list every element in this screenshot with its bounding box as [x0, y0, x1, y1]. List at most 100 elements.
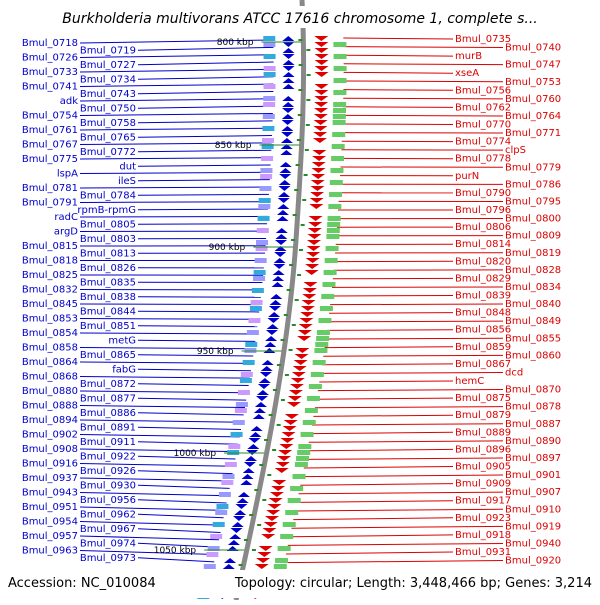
right-gene-label[interactable]: Bmul_0910 — [505, 504, 561, 515]
left-gene-label[interactable]: Bmul_0815 — [22, 241, 78, 252]
left-gene-label[interactable]: Bmul_0718 — [22, 38, 78, 49]
left-gene-label[interactable]: metG — [108, 335, 136, 346]
right-gene-label[interactable]: Bmul_0878 — [505, 402, 561, 413]
right-gene-label[interactable]: Bmul_0890 — [505, 436, 561, 447]
left-gene-label[interactable]: Bmul_0868 — [22, 372, 78, 383]
left-gene-label[interactable]: Bmul_0894 — [22, 415, 78, 426]
left-gene-label[interactable]: rpmB-rpmG — [77, 205, 136, 216]
left-gene-label[interactable]: Bmul_0922 — [80, 451, 136, 462]
right-gene-label[interactable]: Bmul_0870 — [505, 385, 561, 396]
left-gene-label[interactable]: Bmul_0962 — [80, 509, 136, 520]
right-gene-label[interactable]: Bmul_0796 — [455, 205, 511, 216]
right-gene-label[interactable]: Bmul_0814 — [455, 239, 511, 250]
left-gene-label[interactable]: Bmul_0845 — [22, 299, 78, 310]
right-gene-label[interactable]: Bmul_0762 — [455, 102, 511, 113]
right-gene-label[interactable]: Bmul_0779 — [505, 162, 561, 173]
left-gene-label[interactable]: Bmul_0775 — [22, 154, 78, 165]
right-gene-label[interactable]: Bmul_0901 — [505, 470, 561, 481]
left-gene-label[interactable]: Bmul_0825 — [22, 270, 78, 281]
right-gene-label[interactable]: Bmul_0806 — [455, 222, 511, 233]
right-gene-label[interactable]: Bmul_0778 — [455, 154, 511, 165]
left-gene-label[interactable]: Bmul_0791 — [22, 198, 78, 209]
left-gene-label[interactable]: Bmul_0741 — [22, 82, 78, 93]
right-gene-label[interactable]: Bmul_0875 — [455, 393, 511, 404]
right-gene-label[interactable]: Bmul_0770 — [455, 120, 511, 131]
left-gene-label[interactable]: Bmul_0967 — [80, 524, 136, 535]
left-gene-label[interactable]: Bmul_0844 — [80, 306, 136, 317]
left-gene-label[interactable]: Bmul_0832 — [22, 285, 78, 296]
right-gene-label[interactable]: Bmul_0923 — [455, 513, 511, 524]
right-gene-label[interactable]: Bmul_0940 — [505, 538, 561, 549]
right-gene-label[interactable]: Bmul_0828 — [505, 265, 561, 276]
left-gene-label[interactable]: Bmul_0761 — [22, 125, 78, 136]
left-gene-label[interactable]: Bmul_0803 — [80, 234, 136, 245]
left-gene-label[interactable]: Bmul_0835 — [80, 277, 136, 288]
right-gene-label[interactable]: purN — [455, 171, 479, 182]
left-gene-label[interactable]: argD — [54, 227, 78, 238]
right-gene-label[interactable]: Bmul_0809 — [505, 231, 561, 242]
left-gene-label[interactable]: Bmul_0813 — [80, 248, 136, 259]
left-gene-label[interactable]: Bmul_0758 — [80, 118, 136, 129]
left-gene-label[interactable]: Bmul_0726 — [22, 53, 78, 64]
left-gene-label[interactable]: Bmul_0880 — [22, 386, 78, 397]
left-gene-label[interactable]: Bmul_0891 — [80, 422, 136, 433]
left-gene-label[interactable]: Bmul_0937 — [22, 473, 78, 484]
right-gene-label[interactable]: Bmul_0879 — [455, 410, 511, 421]
left-gene-label[interactable]: Bmul_0872 — [80, 379, 136, 390]
right-gene-label[interactable]: Bmul_0920 — [505, 556, 561, 567]
right-gene-label[interactable]: Bmul_0905 — [455, 462, 511, 473]
right-gene-label[interactable]: Bmul_0735 — [455, 34, 511, 45]
right-gene-label[interactable]: Bmul_0917 — [455, 496, 511, 507]
left-gene-label[interactable]: Bmul_0781 — [22, 183, 78, 194]
right-gene-label[interactable]: Bmul_0909 — [455, 479, 511, 490]
left-gene-label[interactable]: Bmul_0719 — [80, 45, 136, 56]
right-gene-label[interactable]: Bmul_0839 — [455, 291, 511, 302]
left-gene-label[interactable]: Bmul_0826 — [80, 263, 136, 274]
right-gene-label[interactable]: Bmul_0834 — [505, 282, 561, 293]
left-gene-label[interactable]: Bmul_0943 — [22, 488, 78, 499]
right-gene-label[interactable]: Bmul_0849 — [505, 316, 561, 327]
left-gene-label[interactable]: Bmul_0886 — [80, 408, 136, 419]
left-gene-label[interactable]: Bmul_0838 — [80, 292, 136, 303]
right-gene-label[interactable]: xseA — [455, 68, 479, 79]
left-gene-label[interactable]: Bmul_0930 — [80, 480, 136, 491]
right-gene-label[interactable]: Bmul_0819 — [505, 248, 561, 259]
left-gene-label[interactable]: Bmul_0865 — [80, 350, 136, 361]
left-gene-label[interactable]: Bmul_0734 — [80, 74, 136, 85]
left-gene-label[interactable]: Bmul_0974 — [80, 538, 136, 549]
left-gene-label[interactable]: Bmul_0973 — [80, 553, 136, 564]
left-gene-label[interactable]: fabG — [112, 364, 136, 375]
left-gene-label[interactable]: Bmul_0916 — [22, 459, 78, 470]
right-gene-label[interactable]: Bmul_0848 — [455, 308, 511, 319]
right-gene-label[interactable]: Bmul_0764 — [505, 111, 561, 122]
right-gene-label[interactable]: Bmul_0771 — [505, 128, 561, 139]
left-gene-label[interactable]: Bmul_0818 — [22, 256, 78, 267]
left-gene-label[interactable]: Bmul_0908 — [22, 444, 78, 455]
left-gene-label[interactable]: Bmul_0743 — [80, 89, 136, 100]
left-gene-label[interactable]: Bmul_0877 — [80, 393, 136, 404]
right-gene-label[interactable]: Bmul_0919 — [505, 521, 561, 532]
right-gene-label[interactable]: Bmul_0786 — [505, 179, 561, 190]
right-gene-label[interactable]: Bmul_0756 — [455, 85, 511, 96]
right-gene-label[interactable]: Bmul_0907 — [505, 487, 561, 498]
left-gene-label[interactable]: Bmul_0858 — [22, 343, 78, 354]
left-gene-label[interactable]: Bmul_0733 — [22, 67, 78, 78]
left-gene-label[interactable]: Bmul_0750 — [80, 103, 136, 114]
right-gene-label[interactable]: Bmul_0753 — [505, 77, 561, 88]
left-gene-label[interactable]: Bmul_0853 — [22, 314, 78, 325]
right-gene-label[interactable]: Bmul_0897 — [505, 453, 561, 464]
right-gene-label[interactable]: Bmul_0840 — [505, 299, 561, 310]
right-gene-label[interactable]: dcd — [505, 367, 523, 378]
left-gene-label[interactable]: Bmul_0805 — [80, 219, 136, 230]
left-gene-label[interactable]: Bmul_0772 — [80, 147, 136, 158]
left-gene-label[interactable]: Bmul_0851 — [80, 321, 136, 332]
left-gene-label[interactable]: dut — [119, 161, 136, 172]
right-gene-label[interactable]: Bmul_0760 — [505, 94, 561, 105]
left-gene-label[interactable]: Bmul_0951 — [22, 502, 78, 513]
right-gene-label[interactable]: Bmul_0774 — [455, 137, 511, 148]
right-gene-label[interactable]: Bmul_0859 — [455, 342, 511, 353]
right-gene-label[interactable]: Bmul_0747 — [505, 60, 561, 71]
left-gene-label[interactable]: adk — [60, 96, 78, 107]
right-gene-label[interactable]: Bmul_0931 — [455, 547, 511, 558]
right-gene-label[interactable]: Bmul_0860 — [505, 350, 561, 361]
